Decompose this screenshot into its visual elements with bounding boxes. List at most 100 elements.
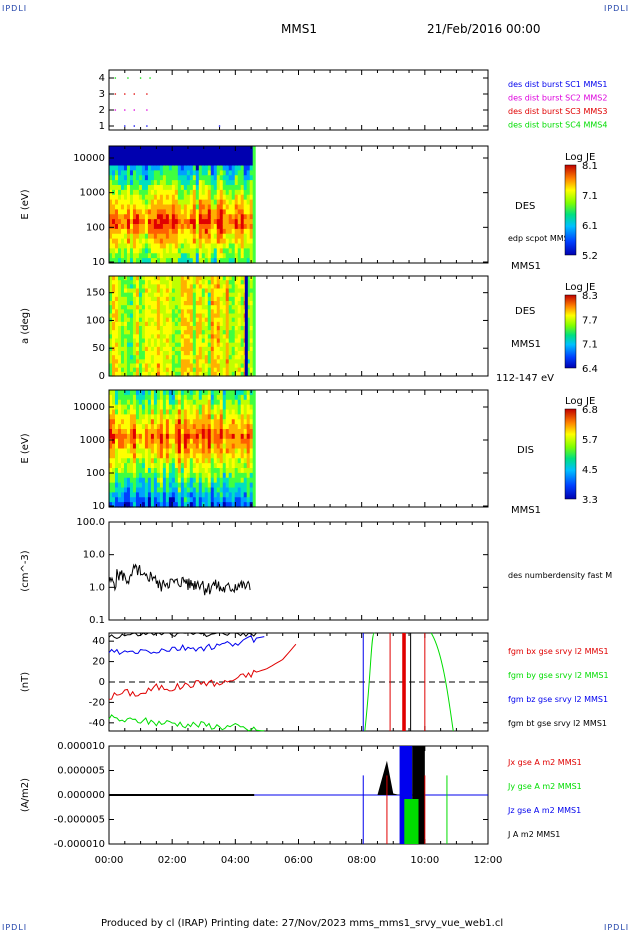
des-energy-cell — [114, 150, 119, 157]
des-pitch-cell — [129, 276, 134, 281]
des-pitch-cell — [165, 334, 170, 340]
des-pitch-cell — [144, 346, 149, 352]
des-pitch-cell — [156, 301, 161, 306]
des-pitch-cell — [126, 371, 131, 377]
des-pitch-cell — [123, 301, 128, 306]
dis-energy-cell — [243, 472, 248, 479]
des-energy-cell — [246, 170, 251, 176]
dis-energy-cell — [207, 433, 212, 440]
des-pitch-cell — [186, 296, 191, 302]
des-energy-cell — [126, 209, 131, 215]
dis-energy-cell — [147, 458, 152, 464]
des-energy-cell — [177, 238, 182, 245]
des-pitch-cell — [177, 330, 182, 335]
dis-energy-cell — [114, 463, 119, 469]
des-pitch-cell — [228, 276, 233, 281]
des-energy-cell — [123, 160, 128, 167]
des-pitch-cell — [225, 359, 230, 365]
dis-energy-cell — [246, 438, 251, 445]
des-energy-cell — [237, 228, 242, 235]
des-pitch-cell — [228, 330, 233, 335]
dis-energy-cell — [180, 492, 185, 498]
dis-energy-cell — [183, 477, 188, 484]
des-pitch-cell — [177, 363, 182, 369]
des-pitch-cell — [177, 355, 182, 360]
des-energy-cell — [159, 175, 164, 181]
des-energy-cell — [231, 253, 236, 259]
des-energy-cell — [132, 165, 137, 171]
dis-energy-cell — [147, 482, 152, 489]
dis-energy-cell — [219, 458, 224, 464]
des-pitch-cell — [126, 305, 131, 310]
dis-energy-cell — [237, 443, 242, 450]
des-pitch-cell — [201, 284, 206, 290]
des-pitch-cell — [144, 317, 149, 323]
des-energy-cell — [153, 185, 158, 191]
des-pitch-cell — [180, 359, 185, 365]
des-pitch-cell — [240, 301, 245, 306]
des-pitch-cell — [174, 280, 179, 285]
des-pitch-cell — [126, 313, 131, 319]
dis-energy-cell — [138, 497, 143, 503]
des-pitch-cell — [150, 371, 155, 377]
des-pitch-cell — [201, 313, 206, 319]
dis-energy-cell — [132, 482, 137, 489]
des-pitch-cell — [135, 346, 140, 352]
dis-energy-colorbar-title: Log JE — [565, 396, 595, 407]
des-energy-cell — [195, 219, 200, 225]
des-energy-cell — [180, 238, 185, 245]
des-energy-cell — [147, 170, 152, 176]
dis-energy-cell — [204, 443, 209, 450]
current-ylabel: (A/m2) — [20, 778, 31, 812]
des-energy-cell — [201, 238, 206, 245]
des-pitch-cell — [153, 351, 158, 356]
des-energy-cell — [123, 248, 128, 254]
des-energy-cell — [132, 209, 137, 215]
dis-energy-cell — [198, 394, 203, 401]
des-pitch-cell — [189, 334, 194, 340]
des-pitch-cell — [189, 363, 194, 369]
des-pitch-cell — [129, 363, 134, 369]
dis-energy-cell — [207, 463, 212, 469]
des-energy-cell — [183, 175, 188, 181]
dis-energy-cell — [159, 453, 164, 459]
des-pitch-cell — [159, 292, 164, 298]
des-energy-cell — [150, 209, 155, 215]
des-energy-cell — [228, 214, 233, 220]
dis-energy-cell — [109, 472, 113, 479]
des-pitch-cell — [234, 284, 239, 290]
des-energy-cell — [126, 160, 131, 167]
dis-energy-cell — [126, 424, 131, 430]
des-pitch-cell — [210, 326, 215, 331]
dis-energy-cell — [138, 448, 143, 454]
des-energy-label: DES — [515, 201, 535, 212]
des-pitch-cell — [168, 363, 173, 369]
dis-energy-cell — [159, 409, 164, 415]
des-energy-cell — [159, 155, 164, 162]
dis-energy-cell — [114, 394, 119, 401]
des-energy-cell — [249, 228, 254, 235]
des-pitch-cell — [177, 334, 182, 340]
des-pitch-cell — [156, 346, 161, 352]
dis-energy-cell — [109, 409, 113, 415]
dis-energy-cell — [180, 472, 185, 479]
des-energy-cell — [153, 165, 158, 171]
des-pitch-cell — [234, 371, 239, 377]
des-energy-cell — [222, 175, 227, 181]
dis-energy-cell — [168, 390, 173, 396]
burst-y-tick-label: 3 — [99, 89, 105, 100]
des-energy-cell — [129, 224, 134, 230]
dis-energy-cell — [150, 487, 155, 493]
dis-energy-cell — [246, 429, 251, 435]
dis-energy-cell — [192, 487, 197, 493]
des-energy-cell — [195, 243, 200, 249]
des-pitch-cell — [138, 280, 143, 285]
des-energy-cell — [195, 204, 200, 210]
dis-energy-cell — [183, 424, 188, 430]
des-energy-cell — [192, 228, 197, 235]
des-energy-cell — [123, 199, 128, 206]
dis-energy-cell — [123, 497, 128, 503]
current-block-green — [404, 799, 419, 844]
des-pitch-cell — [195, 309, 200, 315]
des-energy-cell — [126, 243, 131, 249]
